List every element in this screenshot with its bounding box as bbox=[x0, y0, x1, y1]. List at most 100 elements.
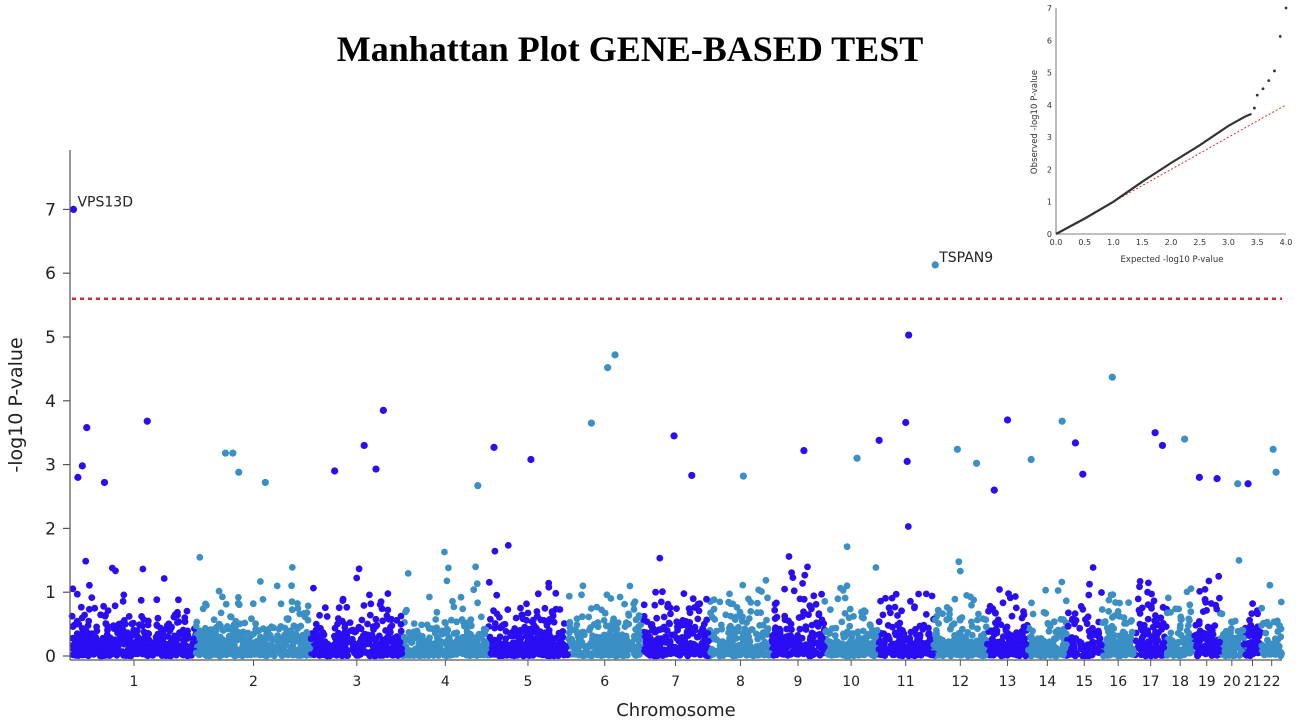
snp-point bbox=[267, 650, 275, 658]
y-tick-label: 5 bbox=[45, 328, 56, 348]
snp-point bbox=[566, 618, 574, 626]
snp-point bbox=[1002, 627, 1010, 634]
snp-point bbox=[102, 620, 110, 627]
snp-point bbox=[331, 624, 339, 632]
x-tick-label: 7 bbox=[671, 674, 680, 690]
snp-point bbox=[999, 651, 1007, 659]
snp-point bbox=[1020, 623, 1028, 631]
snp-point bbox=[550, 618, 558, 626]
peak-point bbox=[1108, 373, 1116, 381]
snp-point bbox=[552, 589, 560, 597]
snp-point bbox=[470, 586, 478, 594]
snp-point bbox=[556, 606, 564, 613]
snp-point bbox=[353, 574, 361, 582]
snp-point bbox=[993, 629, 1001, 637]
snp-point bbox=[463, 643, 471, 651]
snp-point bbox=[93, 627, 101, 635]
snp-point bbox=[653, 614, 661, 622]
snp-point bbox=[1031, 636, 1039, 644]
snp-point bbox=[999, 599, 1007, 607]
snp-point bbox=[1160, 644, 1168, 651]
snp-point bbox=[485, 578, 493, 586]
snp-point bbox=[846, 605, 854, 613]
snp-point bbox=[660, 613, 668, 621]
peak-point bbox=[221, 449, 230, 457]
snp-point bbox=[762, 576, 770, 584]
snp-point bbox=[1062, 597, 1070, 605]
snp-point bbox=[667, 610, 674, 618]
snp-point bbox=[1062, 630, 1070, 638]
x-tick-label: 14 bbox=[1038, 674, 1056, 690]
snp-point bbox=[691, 627, 698, 634]
snp-point bbox=[860, 607, 868, 615]
snp-point bbox=[232, 622, 240, 630]
snp-point bbox=[1266, 581, 1274, 589]
snp-point bbox=[665, 619, 673, 627]
snp-point bbox=[813, 649, 821, 657]
snp-point bbox=[247, 646, 255, 654]
snp-point bbox=[1187, 608, 1195, 616]
snp-point bbox=[77, 633, 85, 641]
snp-point bbox=[879, 611, 887, 619]
snp-point bbox=[560, 620, 568, 627]
snp-point bbox=[487, 650, 495, 657]
snp-point bbox=[916, 622, 924, 630]
snp-point bbox=[1116, 640, 1124, 647]
snp-point bbox=[951, 595, 959, 603]
snp-point bbox=[717, 621, 725, 629]
snp-point bbox=[1215, 572, 1223, 580]
qq-x-tick-label: 2.5 bbox=[1193, 238, 1206, 247]
snp-point bbox=[1014, 642, 1022, 649]
snp-point bbox=[880, 649, 888, 657]
snp-point bbox=[935, 635, 943, 642]
snp-point bbox=[875, 646, 883, 653]
snp-point bbox=[673, 605, 680, 612]
snp-point bbox=[277, 600, 285, 608]
snp-point bbox=[545, 626, 553, 634]
snp-point bbox=[632, 651, 639, 659]
snp-point bbox=[1193, 631, 1201, 638]
snp-point bbox=[871, 650, 879, 658]
snp-point bbox=[294, 600, 301, 607]
peak-point bbox=[800, 446, 808, 455]
snp-point bbox=[100, 602, 107, 610]
snp-point bbox=[239, 632, 247, 639]
qq-y-tick-label: 5 bbox=[1047, 69, 1052, 78]
qq-tail-point bbox=[1267, 79, 1271, 83]
snp-point bbox=[717, 650, 725, 657]
snp-point bbox=[979, 615, 987, 623]
snp-point bbox=[776, 627, 784, 635]
snp-point bbox=[1218, 610, 1226, 618]
snp-point bbox=[169, 636, 176, 644]
snp-point bbox=[150, 650, 158, 657]
snp-point bbox=[916, 631, 924, 639]
snp-point bbox=[448, 616, 455, 624]
snp-point bbox=[1105, 648, 1112, 656]
snp-point bbox=[405, 629, 413, 636]
snp-point bbox=[689, 595, 697, 603]
y-tick-label: 2 bbox=[45, 519, 56, 539]
snp-point bbox=[288, 564, 296, 571]
snp-point bbox=[1143, 629, 1151, 636]
snp-point bbox=[1137, 651, 1145, 659]
snp-point bbox=[888, 594, 896, 602]
snp-point bbox=[502, 642, 509, 649]
snp-point bbox=[372, 615, 380, 623]
qq-x-tick-label: 3.0 bbox=[1222, 238, 1235, 247]
snp-point bbox=[1150, 633, 1158, 640]
y-tick-label: 4 bbox=[45, 392, 56, 412]
peak-point bbox=[360, 441, 368, 450]
snp-point bbox=[648, 621, 656, 628]
snp-point bbox=[367, 600, 375, 608]
peak-point bbox=[143, 417, 151, 425]
snp-point bbox=[1020, 611, 1028, 619]
snp-point bbox=[1258, 604, 1266, 612]
snp-point bbox=[612, 638, 619, 646]
snp-point bbox=[1148, 649, 1155, 657]
snp-point bbox=[1176, 622, 1184, 629]
snp-point bbox=[937, 648, 945, 655]
peak-point bbox=[903, 457, 911, 466]
snp-point bbox=[466, 652, 474, 659]
snp-point bbox=[973, 616, 981, 624]
snp-point bbox=[1197, 649, 1205, 657]
